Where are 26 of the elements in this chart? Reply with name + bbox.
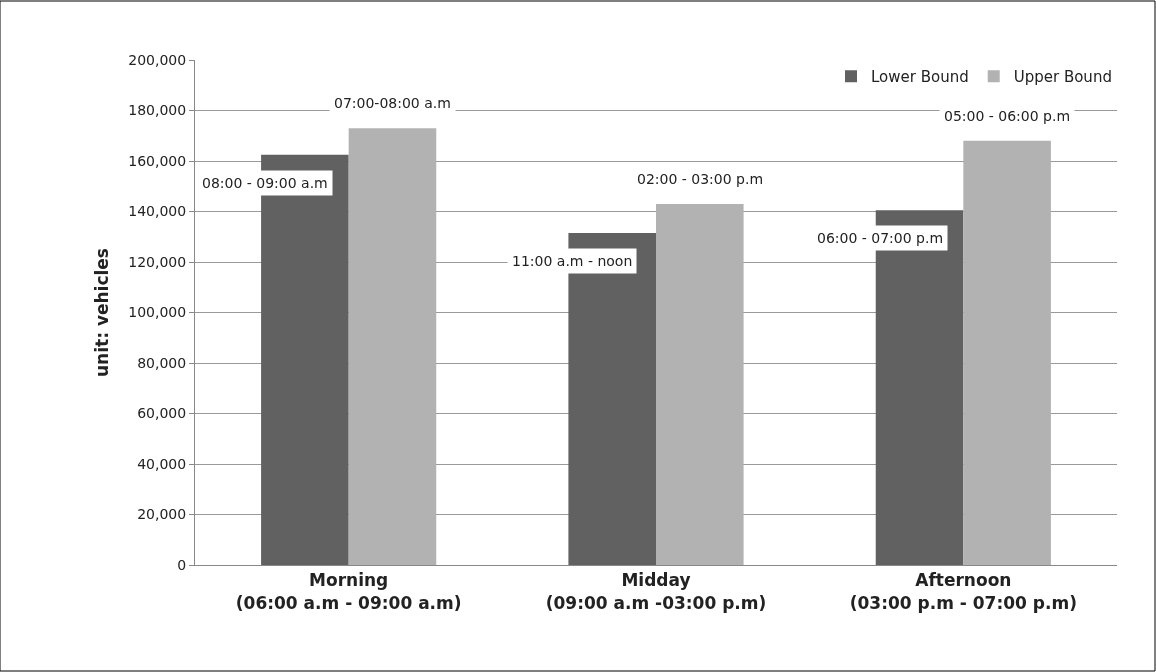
x-tick-label: Afternoon (03:00 p.m - 07:00 p.m): [849, 570, 1077, 613]
y-tick-label: 20,000: [137, 506, 187, 523]
y-tick-label: 120,000: [128, 253, 187, 270]
y-tick-label: 180,000: [128, 102, 187, 119]
y-tick-label: 0: [177, 556, 187, 573]
y-tick-label: 140,000: [128, 203, 187, 220]
legend-label: Lower Bound: [871, 68, 969, 87]
annotation: 08:00 - 09:00 a.m: [202, 175, 328, 191]
y-tick-label: 80,000: [137, 354, 187, 371]
y-tick-label: 200,000: [128, 51, 187, 68]
annotation: 02:00 - 03:00 p.m: [637, 171, 764, 187]
y-axis-title: unit: vehicles: [91, 248, 112, 377]
bar: [656, 203, 744, 565]
annotation: 05:00 - 06:00 p.m: [944, 108, 1071, 124]
y-tick-label: 160,000: [128, 152, 187, 169]
annotation: 11:00 a.m - noon: [512, 253, 633, 269]
y-tick-label: 40,000: [137, 455, 187, 472]
x-tick-label: Morning (06:00 a.m - 09:00 a.m): [235, 570, 462, 613]
y-tick-label: 60,000: [137, 405, 187, 422]
legend-label: Upper Bound: [1013, 68, 1112, 87]
annotation: 06:00 - 07:00 p.m: [817, 230, 944, 246]
bar: [963, 140, 1051, 565]
x-tick-label: Midday (09:00 a.m -03:00 p.m): [545, 570, 767, 613]
bar: [348, 128, 437, 565]
y-tick-label: 100,000: [128, 304, 187, 321]
annotation: 07:00-08:00 a.m: [334, 95, 451, 111]
